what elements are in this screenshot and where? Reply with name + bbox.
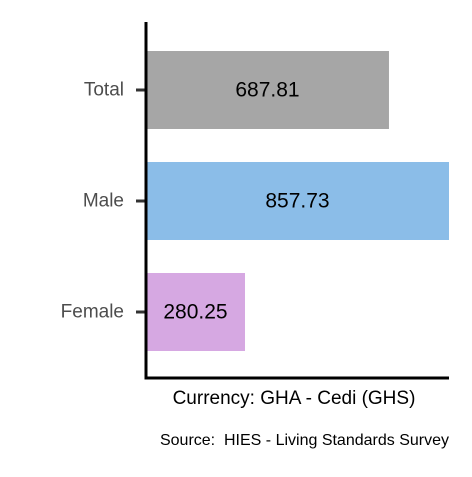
bar-total — [146, 51, 389, 129]
category-label-total: Total — [84, 80, 124, 101]
value-label-total: 687.81 — [235, 79, 299, 102]
category-ticks-layer: Total Male Female — [61, 80, 146, 323]
value-labels-layer: 687.81 857.73 280.25 — [163, 79, 329, 324]
value-label-male: 857.73 — [265, 190, 329, 213]
x-axis-label: Currency: GHA - Cedi (GHS) — [173, 388, 416, 409]
category-label-female: Female — [61, 302, 124, 323]
bars-layer — [146, 51, 449, 351]
bar-female — [146, 273, 246, 351]
category-label-male: Male — [83, 191, 124, 212]
source-caption: Source: HIES - Living Standards Survey — [160, 432, 449, 449]
bar-male — [146, 162, 449, 240]
value-label-female: 280.25 — [163, 301, 227, 324]
